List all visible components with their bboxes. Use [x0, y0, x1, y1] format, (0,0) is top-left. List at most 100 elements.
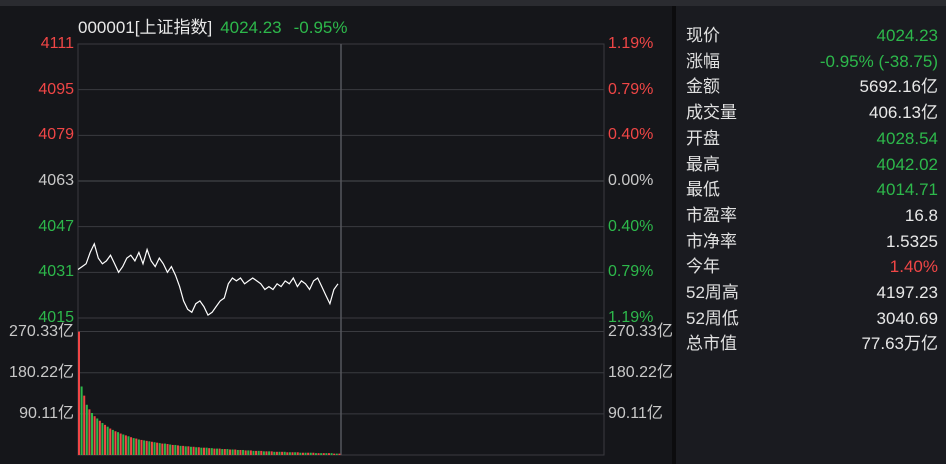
volume-bar — [117, 432, 120, 455]
volume-bar — [231, 449, 234, 455]
panel-divider — [672, 6, 676, 464]
volume-bar — [213, 448, 216, 455]
quote-label: 涨幅 — [686, 51, 720, 71]
volume-bar — [301, 452, 304, 455]
volume-bar — [161, 443, 164, 455]
volume-bar — [143, 440, 146, 455]
volume-bar — [184, 446, 187, 455]
quote-label: 现价 — [686, 26, 720, 45]
volume-bar — [158, 443, 161, 455]
quote-label: 52周高 — [686, 283, 739, 302]
volume-bar — [333, 453, 336, 455]
quote-label: 最低 — [686, 180, 720, 200]
volume-bar — [130, 437, 133, 455]
volume-bar — [106, 426, 109, 455]
quote-label: 最高 — [686, 154, 720, 174]
volume-bar — [200, 447, 203, 455]
volume-bar — [286, 452, 289, 455]
volume-bar — [132, 438, 135, 455]
volume-bar — [148, 441, 151, 455]
volume-bar — [312, 452, 315, 455]
volume-bar — [104, 424, 107, 455]
volume-bar — [247, 450, 250, 455]
quote-row: 今年 1.40% — [686, 255, 938, 279]
volume-bar — [283, 451, 286, 455]
volume-bar — [239, 449, 242, 455]
volume-bar — [189, 446, 192, 455]
volume-bar — [304, 452, 307, 455]
volume-bar — [78, 331, 81, 455]
volume-bar — [252, 450, 255, 455]
volume-tick-label-right: 90.11亿 — [608, 404, 663, 422]
pct-tick-label: 1.19% — [608, 309, 654, 326]
volume-bar — [330, 453, 333, 455]
quote-label: 总市值 — [686, 334, 737, 354]
volume-bar — [226, 449, 229, 455]
volume-bar — [137, 439, 140, 455]
volume-bar — [249, 450, 252, 455]
volume-bar — [265, 451, 268, 455]
pct-tick-label: 0.00% — [608, 172, 654, 189]
quote-value: 406.13亿 — [869, 103, 938, 123]
volume-bar — [229, 449, 232, 455]
quote-label: 市盈率 — [686, 205, 737, 225]
volume-bar — [307, 452, 310, 455]
volume-bar — [80, 386, 83, 455]
quote-row: 市净率 1.5325 — [686, 230, 938, 254]
volume-bar — [223, 449, 226, 455]
volume-bar — [291, 452, 294, 455]
volume-bar — [111, 429, 114, 455]
quote-label: 成交量 — [686, 103, 737, 123]
volume-bar — [182, 445, 185, 455]
quote-value: 1.40% — [889, 257, 938, 277]
volume-bar — [221, 449, 224, 455]
volume-bar — [294, 452, 297, 455]
volume-bar — [320, 453, 323, 455]
quote-value: 4024.23 — [876, 26, 938, 45]
quote-row: 总市值 77.63万亿 — [686, 332, 938, 356]
volume-bar — [317, 453, 320, 455]
volume-bar — [174, 444, 177, 455]
volume-bar — [166, 444, 169, 455]
price-tick-label: 4079 — [38, 126, 74, 144]
volume-bar — [127, 436, 130, 455]
volume-bar — [288, 452, 291, 455]
volume-bar — [169, 444, 172, 455]
header-change-pct: -0.95% — [293, 18, 348, 37]
quote-row: 最高 4042.02 — [686, 153, 938, 177]
quote-value: 16.8 — [904, 205, 938, 225]
volume-bar — [101, 423, 104, 455]
volume-bar — [135, 438, 138, 455]
volume-tick-label: 90.11亿 — [19, 404, 74, 422]
price-tick-label: 4095 — [38, 80, 74, 98]
price-tick-label: 4031 — [38, 263, 74, 281]
volume-bar — [114, 431, 117, 455]
volume-bar — [255, 450, 258, 455]
quote-label: 市净率 — [686, 231, 737, 251]
header-price: 4024.23 — [220, 18, 282, 37]
quote-value: 5692.16亿 — [859, 77, 938, 97]
volume-bar — [205, 447, 208, 455]
volume-bar — [83, 395, 86, 455]
pct-tick-label: 0.40% — [608, 126, 654, 144]
volume-bar — [140, 439, 143, 455]
price-line — [77, 242, 339, 316]
chart-panel — [0, 6, 676, 464]
volume-bar — [314, 453, 317, 455]
quote-value: 4197.23 — [876, 283, 938, 302]
volume-tick-label-right: 270.33亿 — [608, 322, 673, 340]
quote-row: 52周高 4197.23 — [686, 281, 938, 305]
volume-bar — [187, 446, 190, 455]
volume-bar — [93, 416, 96, 455]
volume-bar — [119, 433, 122, 455]
price-tick-label: 4111 — [40, 35, 74, 52]
intraday-chart[interactable] — [0, 0, 676, 464]
quote-row: 最低 4014.71 — [686, 178, 938, 202]
quote-label: 金额 — [686, 77, 720, 97]
volume-bar — [281, 451, 284, 455]
volume-bar — [91, 412, 94, 455]
volume-tick-label-right: 180.22亿 — [608, 363, 673, 381]
price-tick-label: 4063 — [38, 172, 74, 189]
volume-bar — [96, 418, 99, 455]
volume-bar — [338, 453, 341, 455]
